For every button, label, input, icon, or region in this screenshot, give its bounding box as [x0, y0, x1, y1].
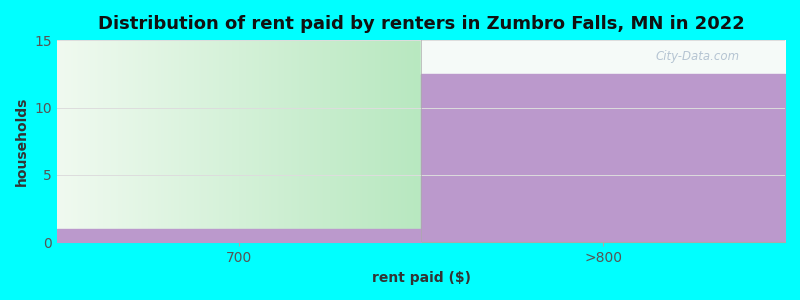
Title: Distribution of rent paid by renters in Zumbro Falls, MN in 2022: Distribution of rent paid by renters in …	[98, 15, 744, 33]
Y-axis label: households: households	[15, 97, 29, 186]
X-axis label: rent paid ($): rent paid ($)	[371, 271, 470, 285]
Text: City-Data.com: City-Data.com	[655, 50, 740, 63]
